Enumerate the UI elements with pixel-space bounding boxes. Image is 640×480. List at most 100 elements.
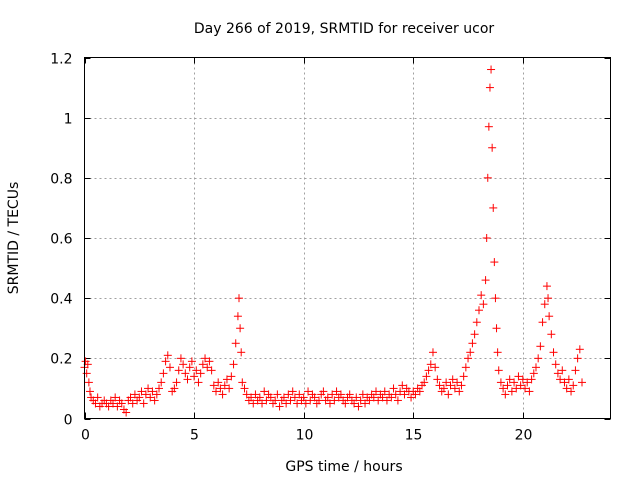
data-point	[150, 396, 159, 405]
data-point	[146, 393, 155, 402]
data-point	[547, 330, 556, 339]
y-tick-label: 1	[64, 112, 73, 128]
data-point	[144, 384, 153, 393]
data-point	[523, 378, 532, 387]
data-point	[301, 399, 310, 408]
data-point	[407, 393, 416, 402]
data-point	[435, 381, 444, 390]
data-point	[185, 363, 194, 372]
data-point	[393, 396, 402, 405]
data-point	[426, 360, 435, 369]
data-point	[179, 360, 188, 369]
data-point	[275, 402, 284, 411]
data-point	[371, 387, 380, 396]
data-point	[444, 390, 453, 399]
data-point	[475, 306, 483, 315]
data-point	[266, 393, 275, 402]
data-point	[496, 378, 505, 387]
data-point	[196, 369, 205, 378]
data-points	[80, 65, 587, 417]
data-point	[510, 378, 519, 387]
y-tick-label: 0.4	[50, 292, 72, 308]
data-point	[439, 384, 448, 393]
data-point	[207, 366, 216, 375]
tick-labels: 0 5 10 15 20 0 0.2 0.4 0.6 0.8 1 1.2	[50, 52, 532, 444]
data-point	[172, 378, 181, 387]
data-point	[225, 384, 234, 393]
data-point	[453, 378, 462, 387]
data-point	[108, 399, 117, 408]
data-point	[507, 387, 516, 396]
x-tick-label: 0	[81, 428, 90, 444]
data-point	[247, 393, 256, 402]
data-point	[446, 381, 455, 390]
data-point	[521, 384, 530, 393]
data-point	[356, 396, 365, 405]
data-point	[477, 291, 486, 300]
data-point	[262, 396, 271, 405]
y-axis-label: SRMTID / TECUs	[6, 182, 22, 295]
data-point	[165, 363, 174, 372]
data-point	[214, 378, 223, 387]
data-point	[258, 399, 267, 408]
data-point	[470, 330, 479, 339]
data-point	[382, 396, 391, 405]
data-point	[161, 357, 170, 366]
data-point	[290, 393, 299, 402]
data-point	[352, 393, 361, 402]
data-point	[137, 387, 146, 396]
data-point	[181, 369, 190, 378]
data-point	[325, 399, 334, 408]
data-point	[487, 65, 496, 74]
data-point	[527, 375, 536, 384]
data-point	[389, 384, 398, 393]
data-point	[284, 390, 293, 399]
data-point	[481, 276, 490, 285]
data-point	[400, 390, 409, 399]
data-point	[516, 381, 525, 390]
data-point	[448, 375, 457, 384]
data-point	[536, 342, 545, 351]
data-point	[484, 122, 493, 131]
data-point	[227, 372, 236, 381]
data-point	[255, 393, 264, 402]
data-point	[231, 339, 240, 348]
data-point	[152, 390, 161, 399]
data-point	[238, 378, 247, 387]
data-point	[505, 375, 514, 384]
data-point	[341, 399, 350, 408]
data-point	[345, 390, 354, 399]
data-point	[365, 396, 374, 405]
data-point	[139, 399, 148, 408]
data-point	[457, 381, 466, 390]
data-point	[93, 393, 102, 402]
data-point	[472, 318, 481, 327]
data-point	[282, 399, 291, 408]
data-point	[203, 363, 212, 372]
data-point	[111, 393, 120, 402]
data-point	[319, 387, 328, 396]
data-point	[236, 324, 245, 333]
data-point	[192, 366, 201, 375]
x-tick-label: 20	[515, 428, 533, 444]
data-point	[387, 393, 396, 402]
data-point	[501, 390, 510, 399]
data-point	[558, 366, 567, 375]
y-tick-label: 0	[64, 413, 73, 429]
data-point	[336, 390, 345, 399]
data-point	[273, 390, 282, 399]
data-point	[391, 390, 400, 399]
data-point	[422, 372, 431, 381]
data-point	[237, 348, 246, 357]
data-point	[113, 402, 122, 411]
data-point	[201, 354, 210, 363]
data-point	[485, 83, 494, 92]
data-point	[569, 381, 578, 390]
data-point	[242, 390, 251, 399]
data-point	[235, 294, 244, 303]
data-point	[84, 378, 93, 387]
data-point	[350, 399, 359, 408]
data-point	[126, 393, 135, 402]
data-point	[573, 354, 582, 363]
plot-frame	[84, 57, 611, 419]
